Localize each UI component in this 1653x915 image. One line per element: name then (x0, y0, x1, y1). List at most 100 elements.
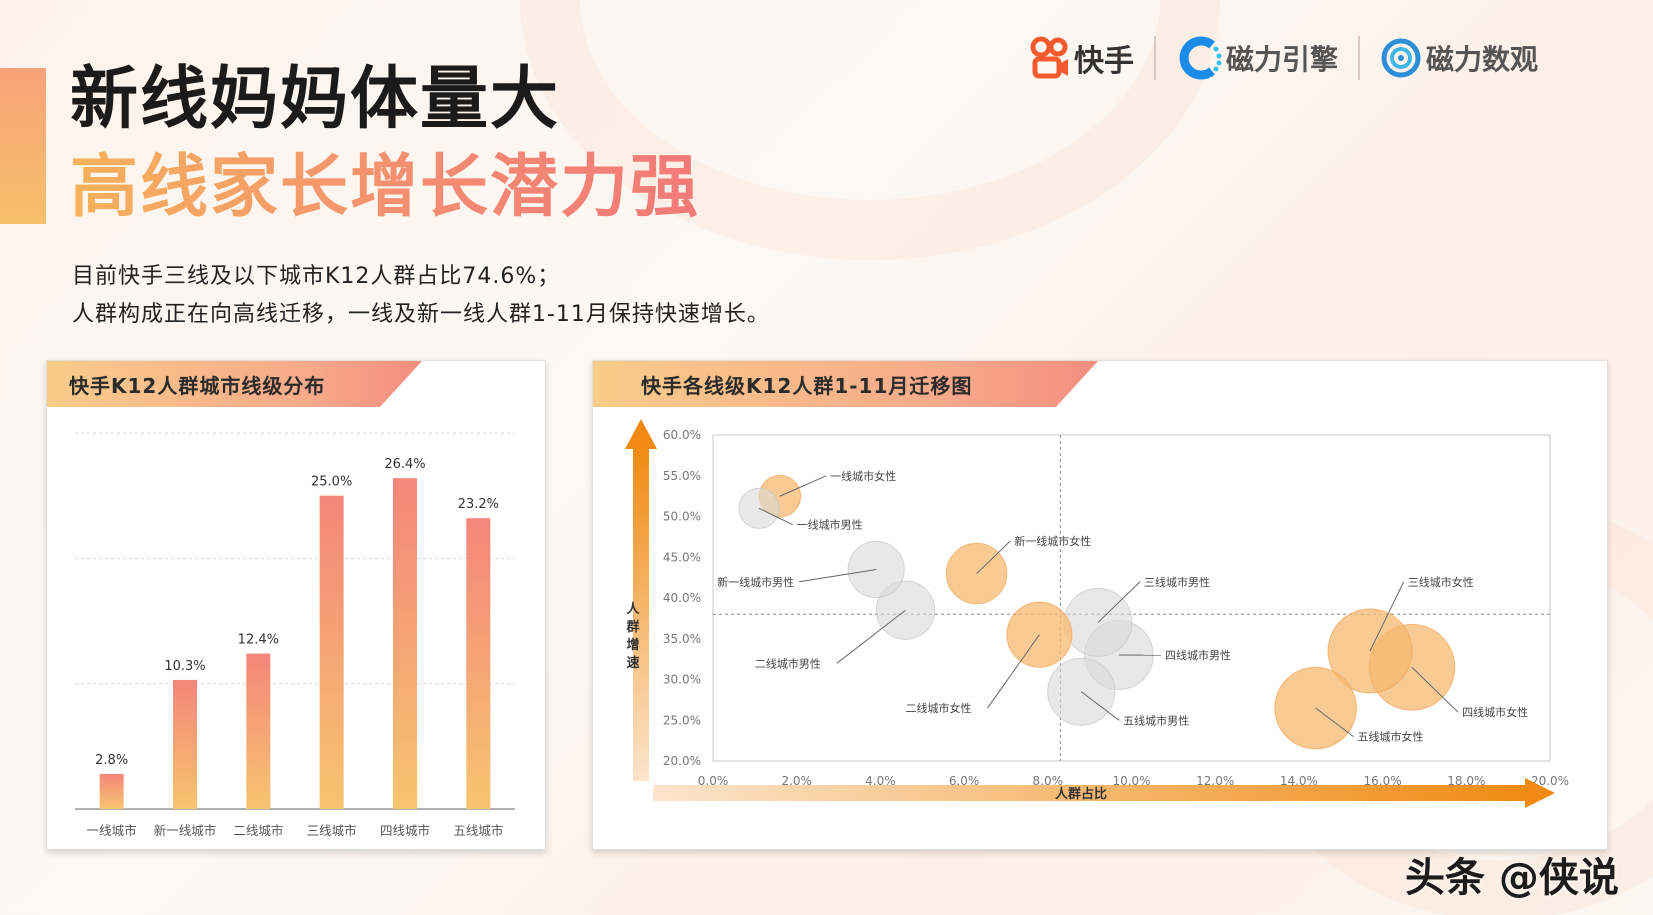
kuaishou-logo-text: 快手 (1074, 44, 1134, 79)
cili-engine-logo-text: 磁力引擎 (1226, 43, 1339, 76)
bar-3 (246, 653, 271, 809)
plot-frame (712, 434, 1551, 762)
bubble-leader-line (1369, 581, 1405, 652)
logo-divider (1358, 36, 1361, 80)
bar-chart: 2.8% 一线城市 10.3% 新一线城市 12.4% 二线城市 25.0% 三线城市 26.4… (75, 432, 515, 838)
y-tick-label: 60.0% (663, 428, 701, 442)
bubble-leader-line (799, 568, 877, 583)
y-axis-arrow-head (625, 419, 657, 449)
bar-value-label: 25.0% (311, 475, 352, 490)
x-axis-arrow-head (1525, 778, 1555, 808)
bubble-label: 五线城市女性 (1357, 730, 1423, 744)
y-tick-label: 35.0% (663, 632, 701, 646)
bubble-label: 四线城市女性 (1462, 705, 1528, 719)
description-line-2: 人群构成正在向高线迁移，一线及新一线人群1-11月保持快速增长。 (72, 302, 770, 327)
bar-chart-panel: 快手K12人群城市线级分布 2.8% 一线城市 10.3% 新一线城市 12.4% 二线城… (46, 360, 546, 850)
cili-engine-logo: 磁力引擎 (1176, 35, 1338, 81)
bar-1 (99, 773, 124, 809)
bubble-label: 二线城市男性 (755, 656, 821, 670)
x-tick-label: 0.0% (698, 774, 729, 788)
x-axis-arrow-shaft (653, 785, 1533, 801)
y-axis-label-char: 增 (626, 637, 639, 653)
bubble-point (1274, 666, 1357, 750)
y-tick-label: 30.0% (663, 673, 701, 687)
bubble-leader-line (758, 507, 793, 526)
x-tick-label: 五线城市 (453, 823, 503, 838)
y-axis-label-char: 人 (626, 601, 640, 617)
cili-data-logo-text: 磁力数观 (1426, 43, 1539, 76)
title-accent-bar (0, 68, 46, 224)
x-tick-label: 4.0% (865, 774, 896, 788)
bubble-label: 三线城市男性 (1144, 575, 1210, 589)
bubble-leader-line (976, 540, 1011, 574)
description: 目前快手三线及以下城市K12人群占比74.6%； 人群构成正在向高线迁移，一线及… (72, 258, 770, 334)
x-tick-label: 20.0% (1531, 774, 1569, 788)
bar-5 (393, 478, 417, 809)
bubble-label: 一线城市女性 (830, 469, 896, 483)
watermark: 头条 @侠说 (1405, 855, 1619, 901)
x-axis-label: 人群占比 (1055, 786, 1107, 802)
x-tick-label: 新一线城市 (154, 823, 217, 838)
x-tick-label: 6.0% (949, 774, 980, 788)
logo-divider (1154, 36, 1156, 80)
bubble-leader-line (1080, 691, 1120, 721)
page-title: 新线妈妈体量大 (70, 60, 561, 139)
bar-chart-title: 快手K12人群城市线级分布 (47, 361, 422, 407)
bubble-point (1006, 601, 1073, 668)
bar-2 (173, 679, 197, 809)
bubble-point (847, 540, 905, 599)
bubble-label: 新一线城市女性 (1014, 534, 1091, 548)
bar-value-label: 23.2% (458, 497, 499, 512)
x-tick-label: 8.0% (1033, 774, 1064, 788)
bubble-label: 一线城市男性 (797, 518, 863, 532)
y-tick-label: 55.0% (663, 469, 701, 483)
y-axis-label-char: 速 (626, 655, 639, 671)
bar-4 (319, 495, 344, 809)
x-tick-label: 10.0% (1112, 774, 1150, 788)
x-tick-label: 三线城市 (307, 823, 357, 838)
cili-engine-logo-icon (1179, 36, 1222, 80)
bubble-label: 二线城市女性 (906, 701, 972, 715)
bubble-chart-panel: 快手各线级K12人群1-11月迁移图 0.0% 2.0% 4.0% 6.0% 8.0% 1… (592, 360, 1608, 850)
bar-value-label: 2.8% (95, 753, 128, 768)
x-tick-label: 16.0% (1364, 774, 1402, 788)
bubble-label: 三线城市女性 (1408, 575, 1474, 589)
bar-value-label: 10.3% (164, 659, 205, 674)
brand-logos: 快手 磁力引擎 磁力数观 (1030, 30, 1538, 86)
bar-6 (466, 518, 491, 809)
description-line-1: 目前快手三线及以下城市K12人群占比74.6%； (72, 264, 561, 289)
y-axis-arrow-shaft (633, 446, 649, 781)
x-tick-label: 12.0% (1196, 774, 1234, 788)
y-tick-label: 50.0% (663, 510, 701, 524)
page-subtitle: 高线家长增长潜力强 (70, 148, 701, 227)
bubble-label: 新一线城市男性 (717, 575, 794, 589)
bubble-point (945, 542, 1008, 605)
bubble-chart: 0.0% 2.0% 4.0% 6.0% 8.0% 10.0% 12.0% 14.0% 16.0%… (625, 419, 1569, 808)
x-tick-label: 四线城市 (380, 823, 430, 838)
bubble-leader-line (1097, 581, 1141, 623)
bubble-leader-line (1411, 666, 1459, 713)
bar-value-label: 12.4% (238, 633, 279, 648)
bubble-leader-line (1315, 707, 1354, 738)
bubble-leader-line (836, 609, 906, 664)
bar-value-label: 26.4% (384, 457, 425, 472)
kuaishou-logo-icon (1030, 36, 1068, 79)
cili-data-logo-icon (1381, 38, 1421, 78)
bubble-label: 四线城市男性 (1165, 648, 1231, 662)
x-tick-label: 2.0% (781, 774, 812, 788)
x-tick-label: 14.0% (1280, 774, 1318, 788)
bubble-chart-title: 快手各线级K12人群1-11月迁移图 (593, 361, 1098, 407)
y-axis-label-char: 群 (626, 619, 639, 635)
y-tick-label: 20.0% (663, 754, 701, 768)
y-tick-label: 40.0% (663, 591, 701, 605)
y-tick-label: 25.0% (663, 713, 701, 727)
x-tick-label: 18.0% (1447, 774, 1485, 788)
x-tick-label: 一线城市 (87, 823, 137, 838)
bubble-label: 五线城市男性 (1123, 713, 1189, 727)
bubble-leader-line (987, 634, 1040, 709)
cili-data-logo: 磁力数观 (1380, 37, 1538, 79)
y-tick-label: 45.0% (663, 550, 701, 564)
x-tick-label: 二线城市 (233, 823, 283, 838)
bubble-leader-line (779, 475, 827, 497)
kuaishou-logo: 快手 (1030, 36, 1134, 80)
